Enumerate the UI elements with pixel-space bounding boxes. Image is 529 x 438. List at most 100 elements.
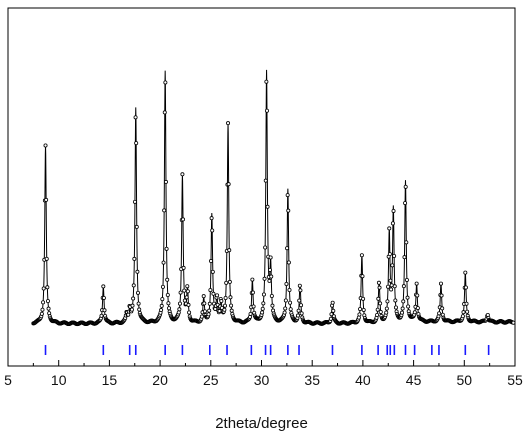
- data-point: [393, 298, 398, 303]
- data-point: [45, 285, 50, 290]
- data-point: [299, 303, 304, 308]
- data-point: [263, 245, 268, 250]
- data-point: [224, 280, 229, 285]
- data-point: [260, 306, 265, 311]
- data-point: [375, 307, 380, 312]
- data-point: [391, 208, 396, 213]
- data-point: [99, 313, 104, 318]
- data-point: [376, 280, 381, 285]
- data-point: [403, 201, 408, 206]
- data-point: [101, 295, 106, 300]
- data-point: [44, 197, 49, 202]
- data-point: [215, 293, 220, 298]
- data-point: [283, 306, 288, 311]
- x-tick-label: 50: [457, 372, 473, 388]
- data-point: [129, 307, 134, 312]
- data-point: [166, 301, 171, 306]
- x-tick-label: 45: [406, 372, 422, 388]
- data-point: [222, 303, 227, 308]
- data-point: [164, 246, 169, 251]
- data-point: [406, 304, 411, 309]
- data-point: [184, 295, 189, 300]
- data-point: [267, 278, 272, 283]
- data-point: [377, 285, 382, 290]
- data-point: [296, 308, 301, 313]
- data-point: [460, 314, 465, 319]
- data-point: [282, 310, 287, 315]
- data-point: [269, 274, 274, 279]
- data-point: [392, 253, 397, 258]
- data-point: [356, 315, 361, 320]
- data-point: [227, 248, 232, 253]
- data-point: [219, 299, 224, 304]
- data-point: [165, 292, 170, 297]
- data-point: [44, 256, 49, 261]
- data-point: [331, 308, 336, 313]
- data-point: [286, 208, 291, 213]
- data-point: [404, 240, 409, 245]
- data-point: [261, 292, 266, 297]
- data-point: [180, 172, 185, 177]
- data-point: [227, 279, 232, 284]
- data-point: [250, 277, 255, 282]
- data-point: [400, 306, 405, 311]
- data-point: [250, 290, 255, 295]
- data-point: [285, 193, 290, 198]
- data-point: [46, 306, 51, 311]
- data-point: [39, 311, 44, 316]
- data-point: [264, 108, 269, 113]
- data-point: [285, 246, 290, 251]
- data-point: [270, 303, 275, 308]
- data-point: [376, 296, 381, 301]
- data-point: [187, 310, 192, 315]
- data-point: [440, 306, 445, 311]
- data-point: [387, 226, 392, 231]
- data-point: [208, 259, 213, 264]
- data-point: [222, 307, 227, 312]
- data-point: [297, 283, 302, 288]
- data-point: [206, 312, 211, 317]
- data-point: [160, 284, 165, 289]
- reference-reflection-ticks: [44, 345, 490, 355]
- data-point: [45, 299, 50, 304]
- x-tick-label: 30: [254, 372, 270, 388]
- data-point: [461, 310, 466, 315]
- data-point: [135, 269, 140, 274]
- data-point: [437, 311, 442, 316]
- data-point: [463, 285, 468, 290]
- data-point: [181, 265, 186, 270]
- x-tick-label: 20: [152, 372, 168, 388]
- data-point: [415, 306, 420, 311]
- x-tick-label: 25: [203, 372, 219, 388]
- data-point: [213, 306, 218, 311]
- data-point: [210, 228, 215, 233]
- data-point: [299, 311, 304, 316]
- data-point: [288, 307, 293, 312]
- data-point: [264, 79, 269, 84]
- data-point: [185, 289, 190, 294]
- data-point: [186, 302, 191, 307]
- data-point: [130, 303, 135, 308]
- data-point: [298, 288, 303, 293]
- x-tick-label: 35: [304, 372, 320, 388]
- data-point: [390, 221, 395, 226]
- data-point: [165, 277, 170, 282]
- data-point: [387, 252, 392, 257]
- x-tick-label: 5: [4, 372, 12, 388]
- data-point: [162, 110, 167, 115]
- data-point: [40, 307, 45, 312]
- data-point: [178, 290, 183, 295]
- data-point: [402, 255, 407, 260]
- data-point: [284, 281, 289, 286]
- observed-pattern: [31, 69, 516, 327]
- data-point: [43, 143, 48, 148]
- data-point: [167, 306, 172, 311]
- data-point: [135, 290, 140, 295]
- data-point: [228, 295, 233, 300]
- data-point: [389, 287, 394, 292]
- data-point: [400, 310, 405, 315]
- data-point: [287, 287, 292, 292]
- data-point: [210, 269, 215, 274]
- data-point: [384, 306, 389, 311]
